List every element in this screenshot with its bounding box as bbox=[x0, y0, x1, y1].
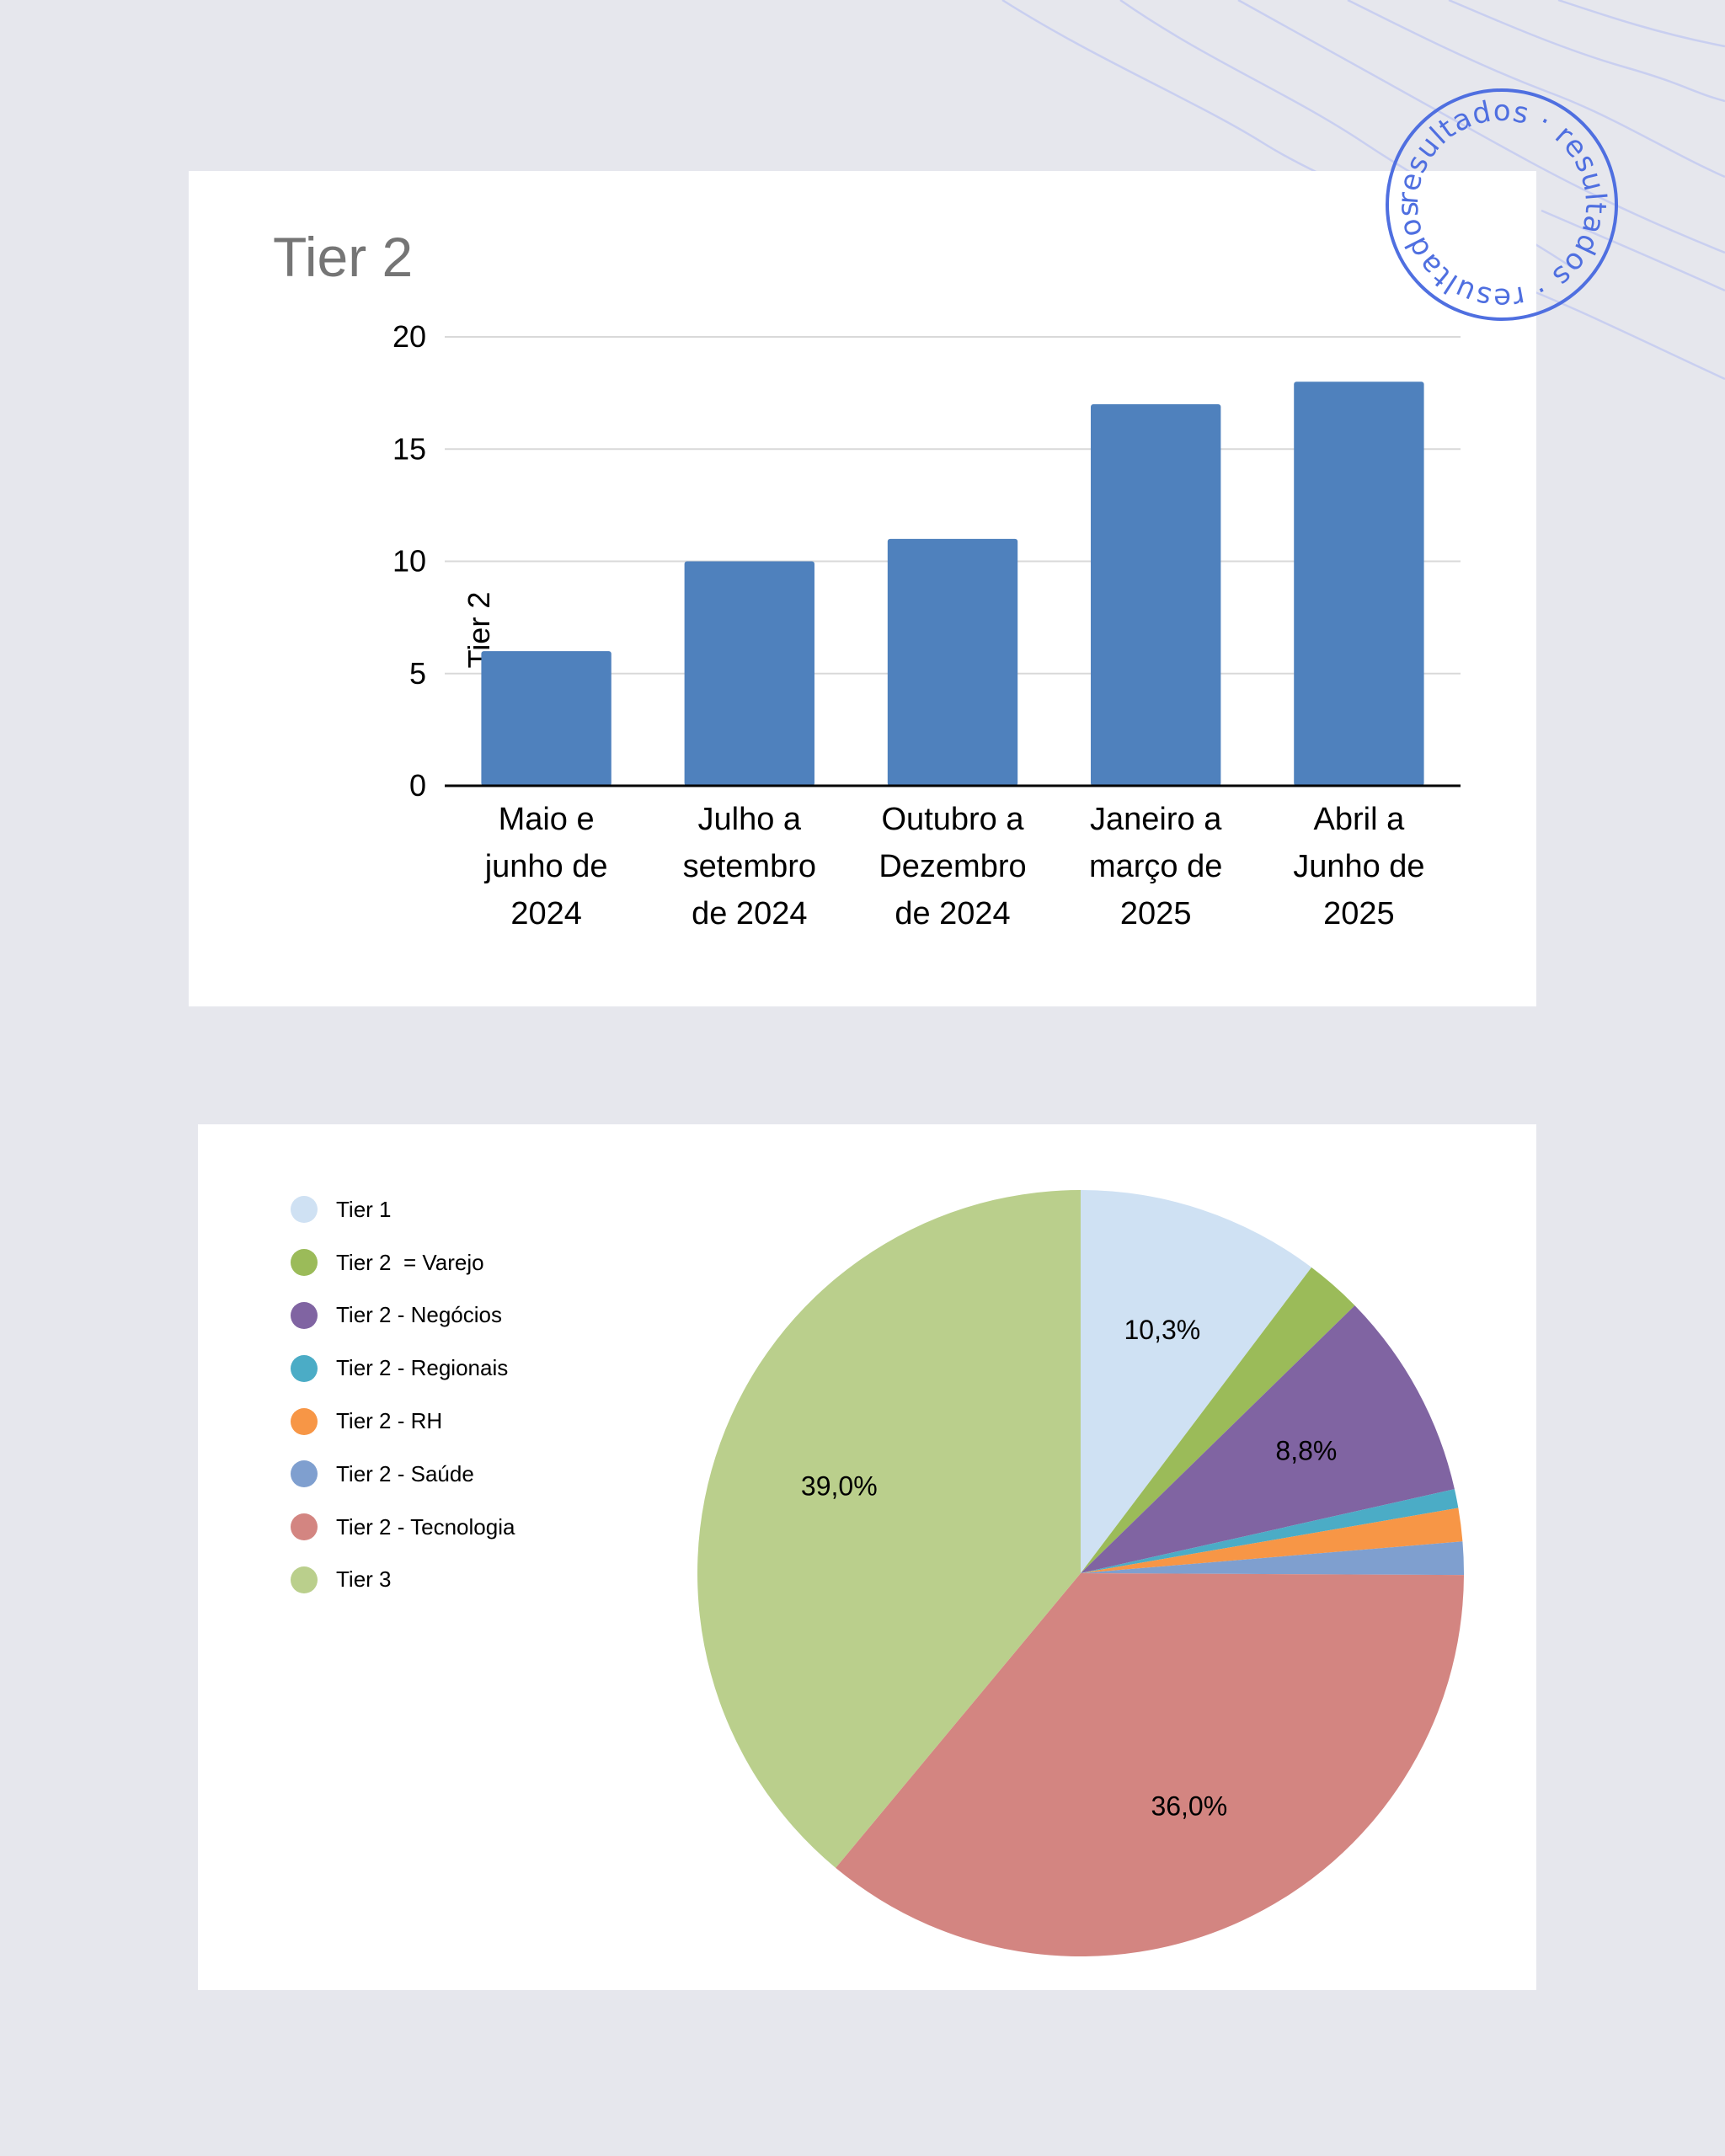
pie-data-label: 39,0% bbox=[801, 1470, 878, 1501]
legend-label: Tier 2 - RH bbox=[336, 1408, 443, 1434]
y-tick-label: 15 bbox=[393, 431, 426, 466]
legend-swatch bbox=[291, 1249, 318, 1277]
legend-item: Tier 2 = Varejo bbox=[291, 1236, 515, 1289]
bar bbox=[684, 561, 814, 786]
x-tick-label: Janeiro a março de 2025 bbox=[1089, 802, 1222, 931]
pie-slice bbox=[697, 1190, 1081, 1868]
pie-slice bbox=[1081, 1489, 1459, 1573]
pie-data-label: 36,0% bbox=[1151, 1790, 1227, 1821]
legend-label: Tier 2 - Saúde bbox=[336, 1460, 474, 1486]
legend-label: Tier 2 - Regionais bbox=[336, 1355, 509, 1381]
legend-swatch bbox=[291, 1513, 318, 1541]
legend-swatch bbox=[291, 1301, 318, 1329]
y-tick-label: 20 bbox=[393, 319, 426, 354]
resultados-stamp: resultados · resultados · resultados · bbox=[1383, 86, 1618, 321]
legend-item: Tier 1 bbox=[291, 1183, 515, 1236]
legend-swatch bbox=[291, 1354, 318, 1382]
bar bbox=[481, 651, 611, 786]
pie-slice bbox=[1081, 1541, 1464, 1576]
legend-label: Tier 1 bbox=[336, 1196, 392, 1222]
legend-label: Tier 3 bbox=[336, 1566, 392, 1593]
legend-label: Tier 2 = Varejo bbox=[336, 1249, 484, 1275]
legend-item: Tier 3 bbox=[291, 1554, 515, 1607]
pie-slice bbox=[1081, 1508, 1463, 1573]
legend-item: Tier 2 - RH bbox=[291, 1395, 515, 1448]
legend-item: Tier 2 - Tecnologia bbox=[291, 1501, 515, 1554]
pie-data-label: 8,8% bbox=[1275, 1436, 1337, 1466]
legend-swatch bbox=[291, 1460, 318, 1488]
pie-slice bbox=[1081, 1267, 1355, 1573]
pie-slice bbox=[836, 1573, 1464, 1957]
x-tick-label: Maio e junho de 2024 bbox=[484, 802, 608, 931]
pie-legend: Tier 1 Tier 2 = Varejo Tier 2 - Negócios Ti… bbox=[291, 1183, 515, 1606]
legend-item: Tier 2 - Negócios bbox=[291, 1289, 515, 1342]
legend-label: Tier 2 - Negócios bbox=[336, 1302, 502, 1328]
x-tick-label: Abril a Junho de 2025 bbox=[1293, 802, 1424, 931]
x-tick-label: Outubro a Dezembro de 2024 bbox=[879, 802, 1026, 931]
y-tick-label: 0 bbox=[409, 768, 426, 803]
bar bbox=[1091, 403, 1221, 786]
bar-chart-card: Tier 2 Tier 2 0 5 10 15 20 Maio e junho de 202… bbox=[189, 171, 1536, 1006]
legend-swatch bbox=[291, 1566, 318, 1593]
bar-chart-title: Tier 2 bbox=[273, 226, 413, 288]
legend-item: Tier 2 - Saúde bbox=[291, 1448, 515, 1501]
bar bbox=[887, 538, 1018, 786]
pie-slice bbox=[1081, 1190, 1312, 1573]
bar bbox=[1294, 382, 1424, 786]
y-tick-label: 5 bbox=[409, 656, 426, 691]
pie-chart-card: Tier 1 Tier 2 = Varejo Tier 2 - Negócios Ti… bbox=[198, 1124, 1536, 1990]
legend-item: Tier 2 - Regionais bbox=[291, 1342, 515, 1395]
pie-chart: 10,3% 8,8% 36,0% 39,0% bbox=[697, 1190, 1464, 1957]
pie-slice bbox=[1081, 1305, 1455, 1573]
x-tick-label: Julho a setembro de 2024 bbox=[683, 802, 816, 931]
legend-swatch bbox=[291, 1407, 318, 1435]
legend-label: Tier 2 - Tecnologia bbox=[336, 1513, 515, 1540]
pie-data-label: 10,3% bbox=[1124, 1315, 1200, 1345]
legend-swatch bbox=[291, 1196, 318, 1224]
y-tick-label: 10 bbox=[393, 544, 426, 579]
